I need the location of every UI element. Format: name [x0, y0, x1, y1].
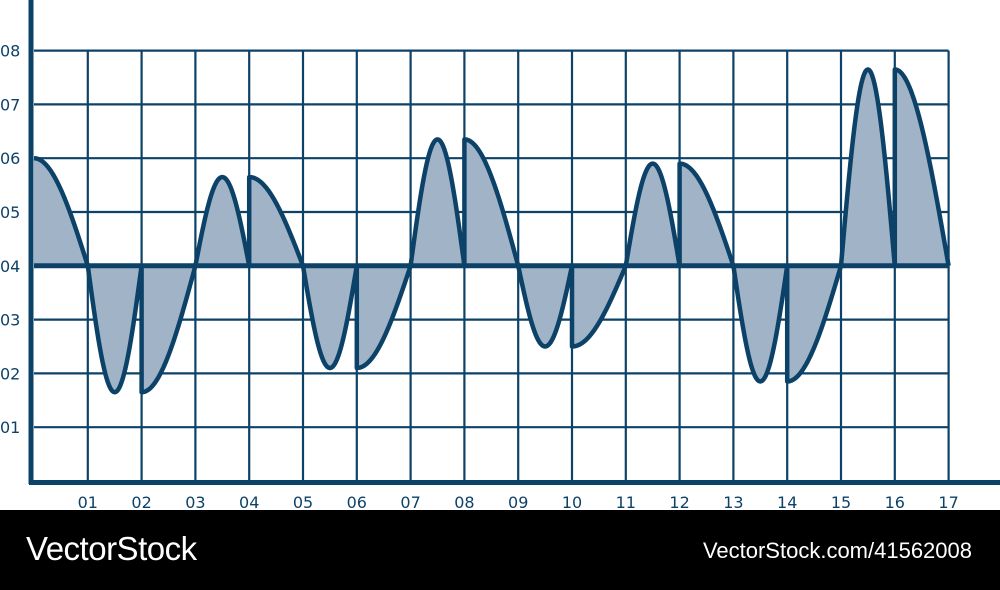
y-tick-label: 03 — [0, 311, 20, 330]
y-tick-label: 06 — [0, 149, 20, 168]
stock-id-text: VectorStock.com/41562008 — [702, 538, 972, 563]
watermark-footer: VectorStock VectorStock.com/41562008 — [0, 510, 1000, 590]
y-tick-label: 04 — [0, 257, 20, 276]
x-tick-label: 12 — [669, 493, 689, 510]
x-tick-label: 15 — [831, 493, 851, 510]
x-tick-label: 03 — [185, 493, 205, 510]
x-tick-label: 13 — [723, 493, 743, 510]
y-tick-label: 08 — [0, 42, 20, 61]
x-tick-label: 14 — [777, 493, 797, 510]
x-tick-label: 04 — [239, 493, 259, 510]
x-tick-label: 07 — [400, 493, 420, 510]
y-tick-label: 05 — [0, 203, 20, 222]
x-tick-label: 09 — [508, 493, 528, 510]
x-tick-label: 17 — [938, 493, 958, 510]
series-area-fill — [34, 69, 949, 393]
x-tick-label: 02 — [131, 493, 151, 510]
series-line — [33, 67, 951, 395]
y-tick-label: 02 — [0, 364, 20, 383]
x-tick-label: 08 — [454, 493, 474, 510]
x-tick-labels: 01 02 03 04 05 06 07 08 09 10 11 12 13 14 15 16 17 — [78, 493, 959, 510]
x-tick-label: 06 — [347, 493, 367, 510]
y-tick-label: 01 — [0, 418, 20, 437]
waveform-chart: 01 02 03 04 05 06 07 08 09 10 11 12 13 14 15 16 17 01020… — [0, 0, 1000, 510]
brand-logo-text: VectorStock — [26, 530, 197, 567]
y-tick-labels: 01 02 03 04 05 06 07 08 — [0, 42, 20, 438]
x-tick-label: 11 — [616, 493, 636, 510]
x-tick-label: 01 — [78, 493, 98, 510]
x-tick-label: 10 — [562, 493, 582, 510]
x-tick-label: 16 — [885, 493, 905, 510]
y-tick-label: 07 — [0, 95, 20, 114]
x-tick-label: 05 — [293, 493, 313, 510]
